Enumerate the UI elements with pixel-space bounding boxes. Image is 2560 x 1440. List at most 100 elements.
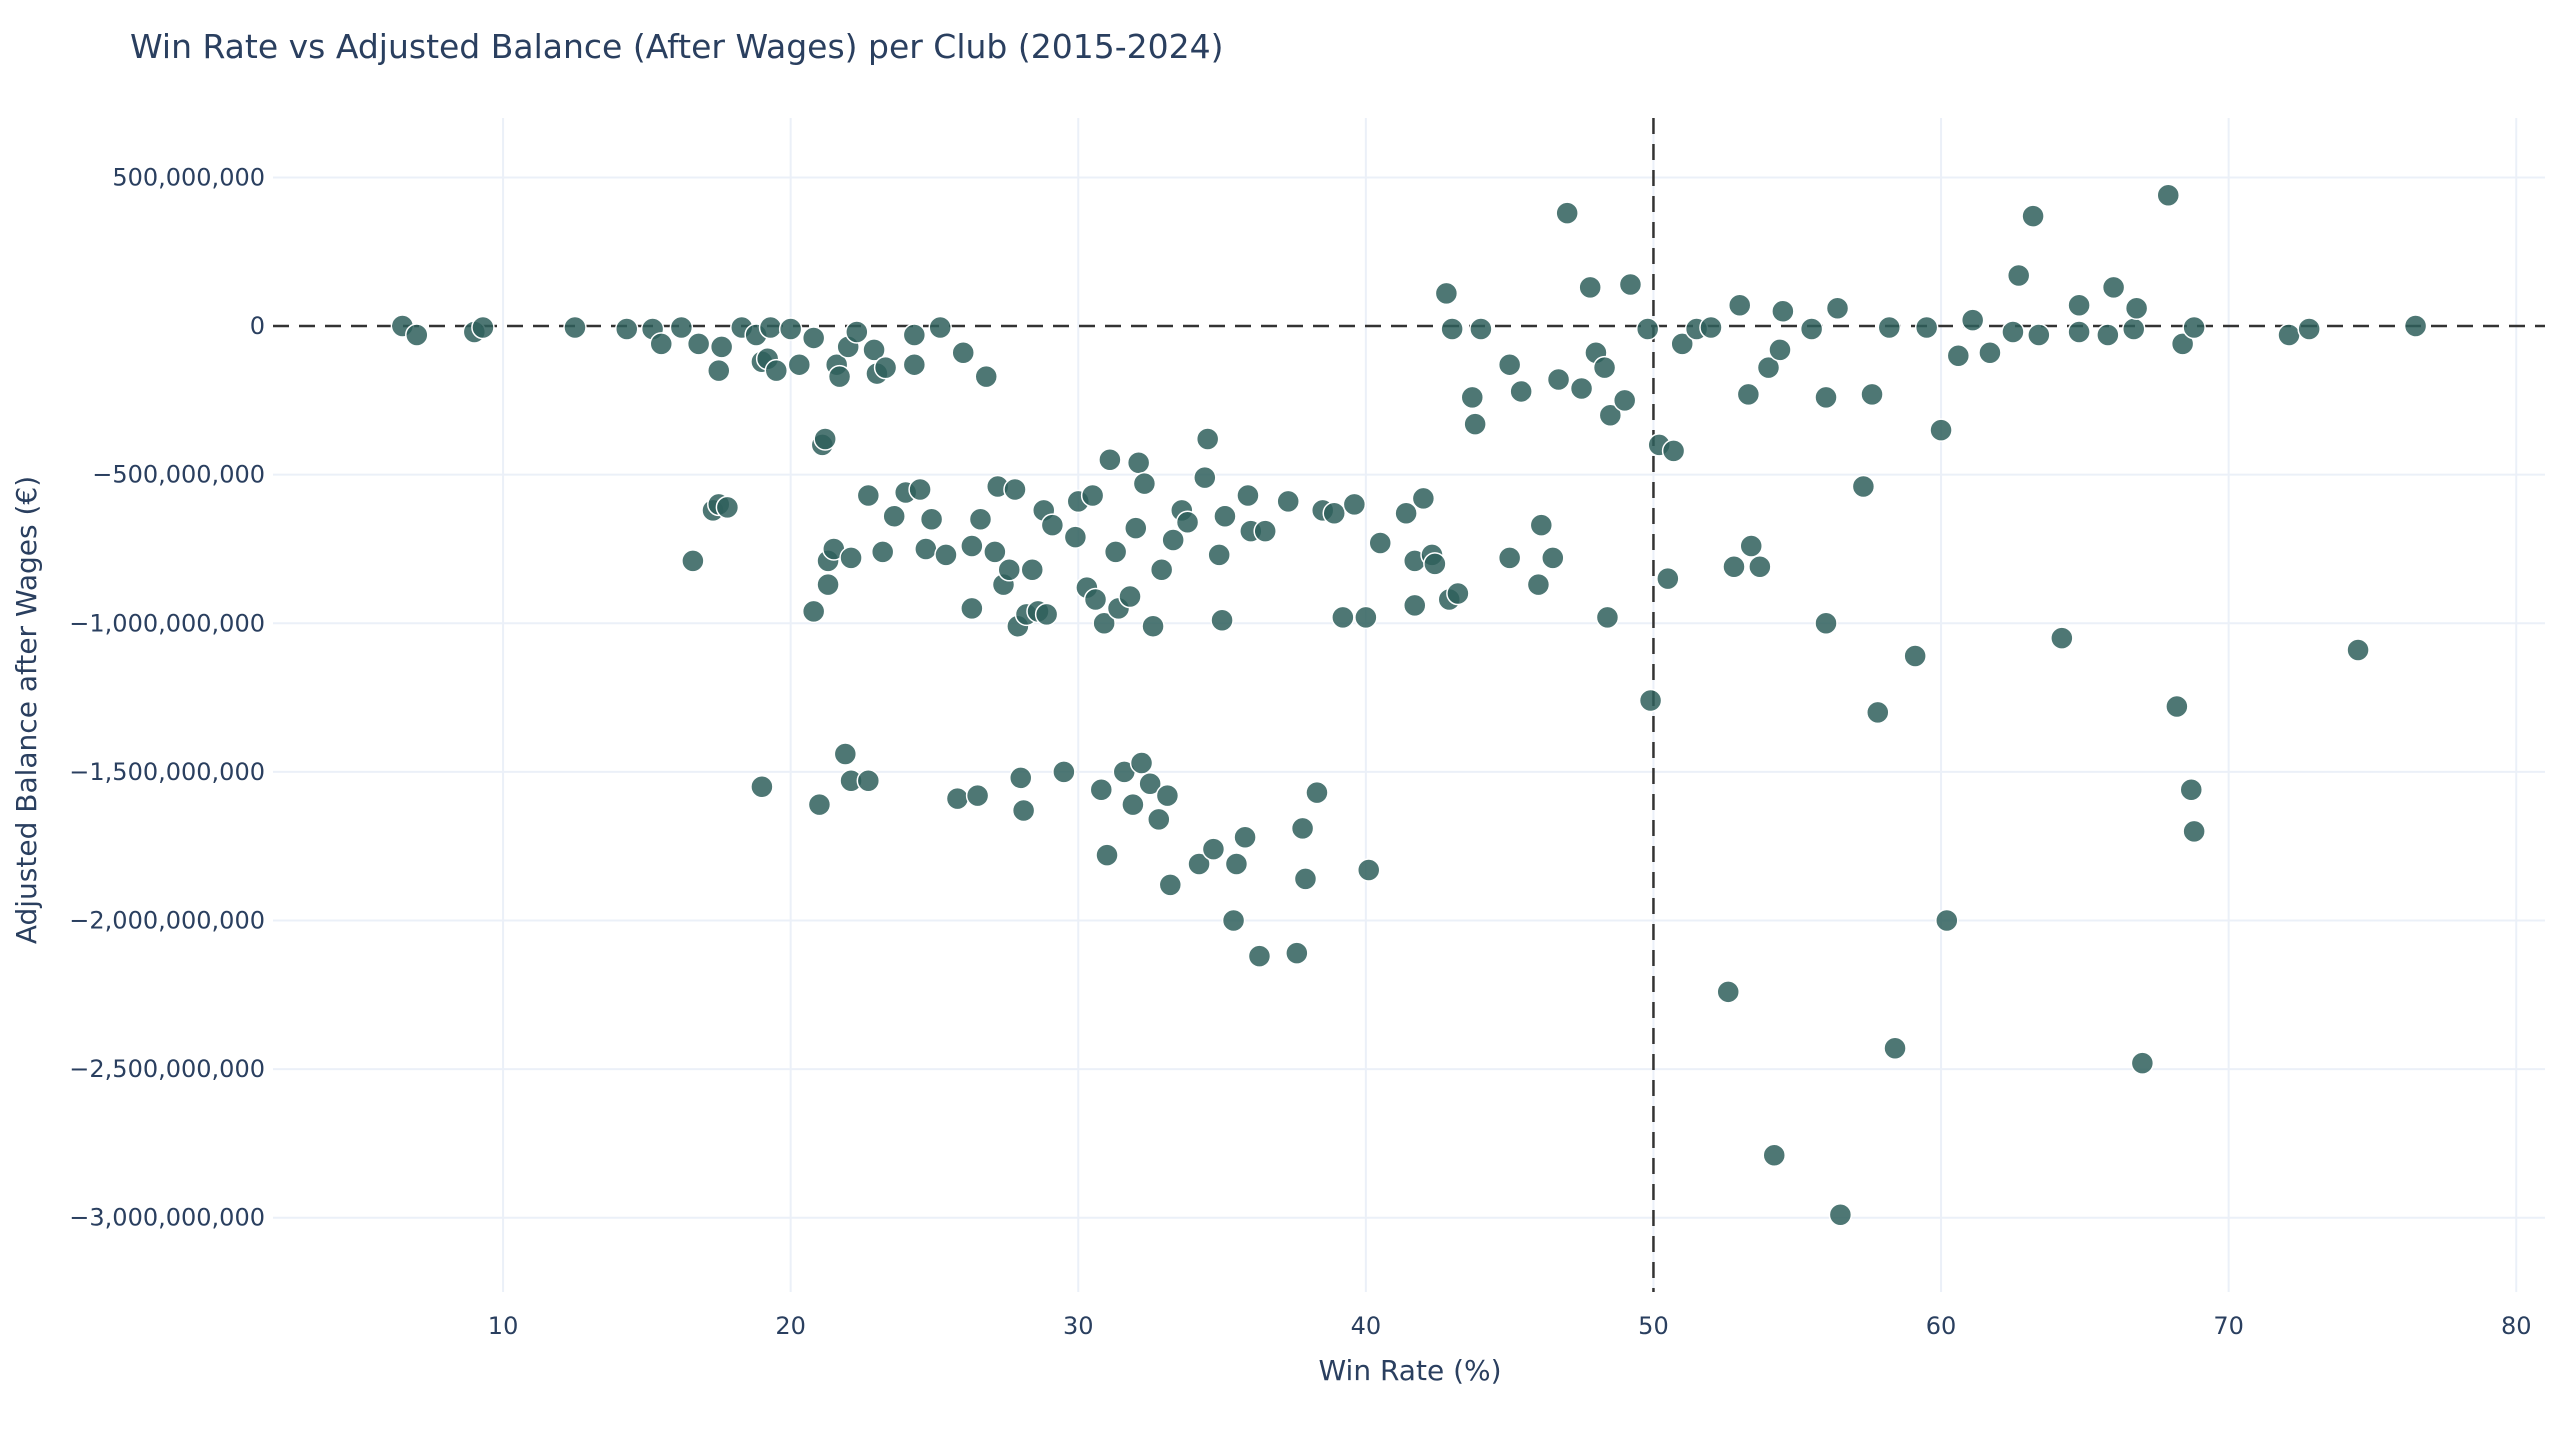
- data-point: [1635, 317, 1660, 341]
- data-point: [1828, 1202, 1853, 1227]
- data-point: [1247, 944, 1272, 968]
- data-point: [1195, 427, 1220, 451]
- data-point: [960, 534, 984, 558]
- data-point: [1860, 382, 1884, 407]
- y-tick-label: −1,000,000,000: [69, 609, 265, 637]
- y-tick-label: 0: [250, 312, 265, 340]
- data-point: [974, 364, 998, 389]
- data-point: [919, 507, 944, 531]
- data-point: [1541, 546, 1565, 570]
- data-point: [951, 341, 975, 365]
- data-point: [1756, 355, 1781, 380]
- data-point: [2050, 626, 2074, 650]
- data-point: [873, 355, 898, 380]
- data-point: [1187, 852, 1211, 876]
- tick-labels: 10 20 30 40 50 60 70 80 500,000,000 0 −500,000,000…: [69, 163, 2531, 1340]
- data-point: [1661, 439, 1686, 463]
- data-point: [1434, 281, 1459, 306]
- x-tick-label: 40: [1351, 1312, 1382, 1340]
- data-point: [1040, 513, 1065, 537]
- data-point: [2403, 314, 2428, 338]
- data-point: [870, 540, 895, 564]
- data-point: [1052, 760, 1076, 784]
- data-point: [945, 786, 970, 811]
- data-point: [1638, 688, 1663, 713]
- data-point: [778, 317, 803, 341]
- data-point: [471, 315, 495, 340]
- data-point: [1771, 299, 1795, 323]
- data-point: [1929, 418, 1953, 442]
- data-point: [1118, 584, 1142, 609]
- data-point: [2006, 263, 2031, 288]
- data-point: [686, 332, 711, 356]
- grid-layer: [273, 118, 2545, 1292]
- data-point: [1092, 611, 1116, 636]
- data-point: [1193, 465, 1217, 490]
- data-point: [764, 358, 789, 383]
- data-point: [1509, 379, 1533, 404]
- data-point: [1276, 489, 1300, 514]
- data-point: [1342, 492, 1367, 517]
- data-point: [2182, 315, 2206, 340]
- data-point: [1569, 376, 1594, 401]
- data-point: [1080, 483, 1105, 508]
- data-point: [2027, 323, 2051, 347]
- data-point: [2277, 323, 2301, 347]
- data-point: [1460, 385, 1485, 410]
- data-point: [1121, 792, 1145, 817]
- y-tick-label: 500,000,000: [112, 163, 265, 191]
- data-point: [882, 504, 906, 529]
- data-point: [1098, 448, 1122, 472]
- data-point: [2124, 296, 2149, 320]
- data-point: [801, 326, 826, 350]
- data-point: [707, 358, 731, 383]
- data-point: [1618, 272, 1643, 297]
- data-point: [1305, 780, 1329, 805]
- data-point: [1147, 807, 1171, 832]
- data-point: [2156, 183, 2181, 208]
- data-point: [2182, 819, 2206, 844]
- data-point: [1978, 341, 2002, 365]
- data-point: [2346, 638, 2370, 662]
- data-point: [2121, 317, 2146, 341]
- reference-lines: [273, 118, 2545, 1292]
- x-tick-label: 70: [2213, 1312, 2244, 1340]
- data-point: [1224, 852, 1249, 876]
- data-point: [813, 427, 837, 451]
- data-point: [758, 315, 783, 340]
- data-point: [816, 572, 840, 597]
- data-point: [614, 317, 639, 341]
- data-point: [997, 558, 1021, 582]
- data-point: [1814, 611, 1838, 636]
- y-axis-title: Adjusted Balance after Wages (€): [10, 476, 43, 944]
- x-tick-label: 10: [488, 1312, 519, 1340]
- data-point: [1290, 816, 1315, 841]
- data-point: [983, 540, 1007, 564]
- data-point: [1529, 513, 1554, 537]
- data-point: [2021, 204, 2045, 228]
- data-point: [1670, 332, 1694, 356]
- x-tick-label: 60: [1926, 1312, 1957, 1340]
- data-point: [405, 323, 429, 347]
- data-point: [1914, 315, 1939, 340]
- data-point: [1469, 317, 1493, 341]
- data-point: [1141, 614, 1165, 638]
- data-point: [1423, 552, 1447, 576]
- data-point: [1497, 352, 1522, 377]
- data-point: [2067, 320, 2091, 344]
- x-tick-label: 50: [1638, 1312, 1669, 1340]
- data-point: [1095, 843, 1119, 867]
- data-point: [2130, 1051, 2155, 1075]
- data-point: [1851, 474, 1876, 499]
- data-point: [2165, 694, 2189, 719]
- data-point: [1175, 510, 1200, 534]
- data-point: [914, 537, 938, 561]
- y-tick-label: −1,500,000,000: [69, 758, 265, 786]
- data-point: [1161, 528, 1185, 552]
- data-point: [1497, 546, 1522, 570]
- x-tick-label: 80: [2501, 1312, 2532, 1340]
- x-tick-label: 20: [775, 1312, 806, 1340]
- data-point: [1201, 837, 1226, 861]
- data-point: [934, 543, 958, 567]
